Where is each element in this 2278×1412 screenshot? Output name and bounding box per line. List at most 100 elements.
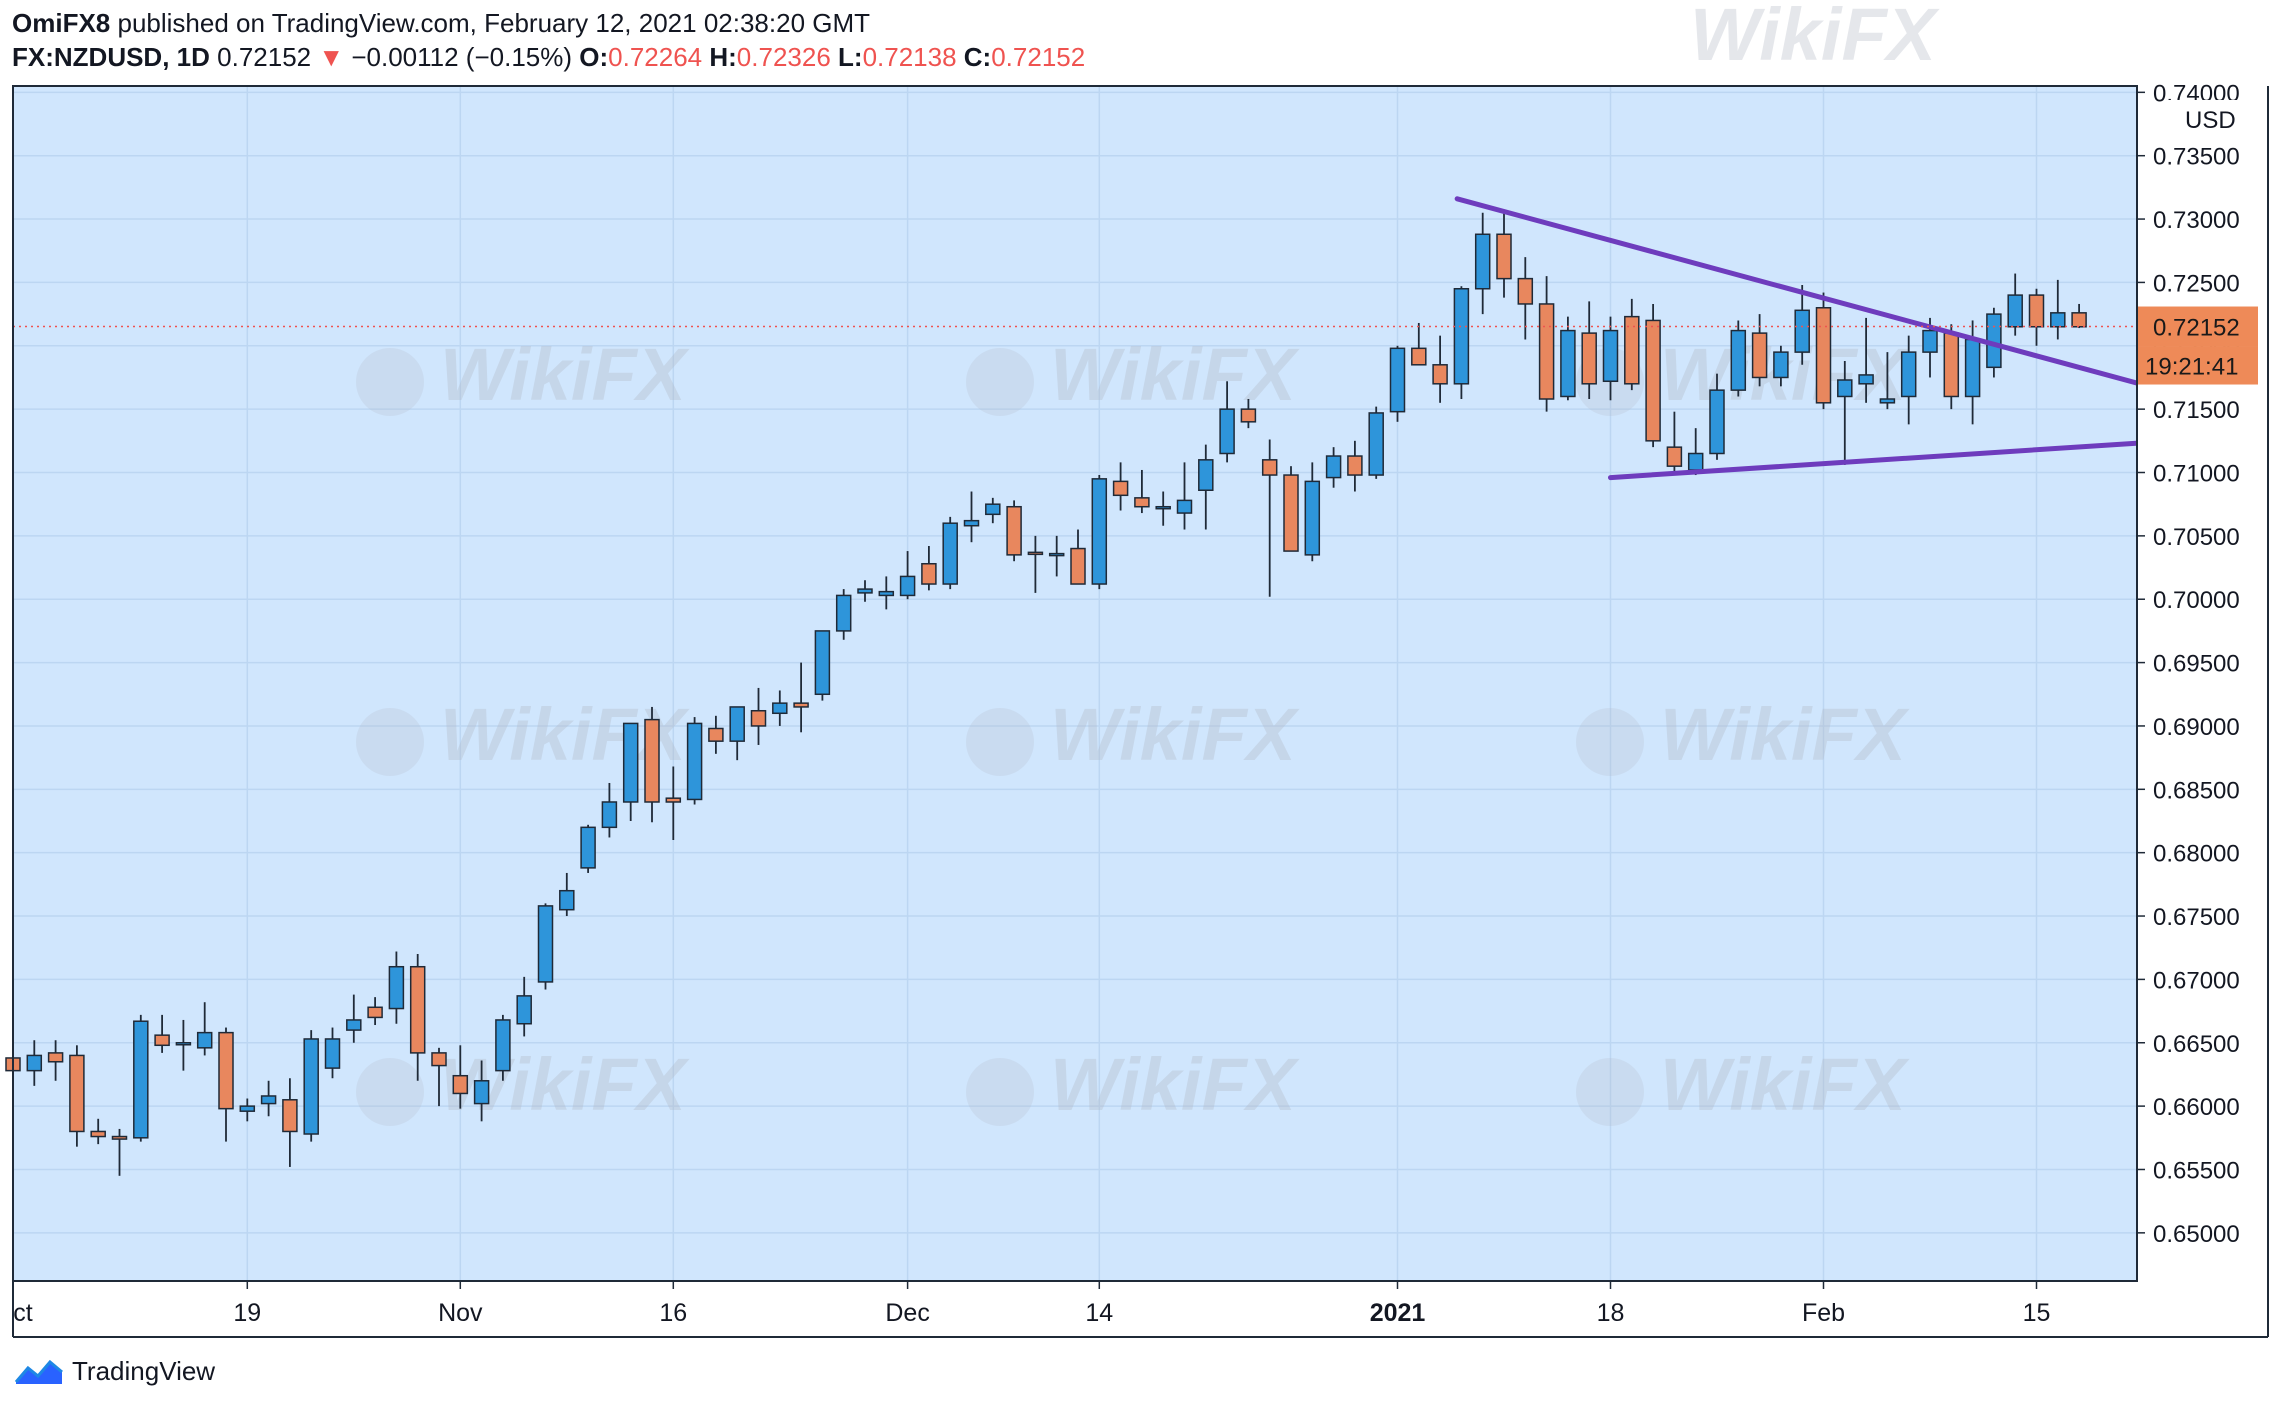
candle-up — [1368, 406, 1384, 479]
candle-body — [1411, 347, 1427, 366]
candle-down — [665, 766, 682, 841]
wikifx-logo-icon — [1576, 708, 1644, 776]
candle-body — [1879, 398, 1896, 404]
tradingview-logo-icon[interactable] — [14, 1358, 64, 1386]
x-tick-label: 15 — [2023, 1299, 2051, 1327]
candle-body — [367, 1006, 383, 1019]
candle-up — [1964, 320, 1981, 425]
candle-body — [1602, 329, 1619, 383]
candle-body — [772, 702, 788, 715]
candle-down — [644, 706, 660, 823]
candle-up — [1900, 335, 1917, 425]
y-tick-label: 0.67000 — [2153, 967, 2240, 994]
watermark: WikiFX — [356, 333, 691, 416]
candle-up — [622, 722, 639, 821]
footer: TradingView — [14, 1356, 215, 1387]
watermark: WikiFX — [1576, 693, 1911, 776]
symbol-interval[interactable]: FX:NZDUSD, 1D — [12, 42, 210, 72]
candle-body — [1709, 389, 1725, 455]
candle-body — [388, 965, 405, 1010]
candle-up — [537, 903, 554, 990]
candle-up — [133, 1014, 149, 1142]
y-tick-label: 0.65000 — [2153, 1221, 2240, 1248]
candle-up — [1453, 286, 1470, 400]
y-tick-label: 0.65500 — [2153, 1157, 2240, 1184]
watermark-text: WikiFX — [1660, 693, 1911, 776]
candle-body — [1027, 551, 1044, 556]
candle-up — [388, 951, 405, 1024]
candle-body — [921, 562, 937, 585]
price-axis[interactable]: 0.740000.735000.730000.725000.720000.715… — [12, 80, 2269, 1338]
wikifx-logo-icon — [966, 708, 1034, 776]
candle-up — [857, 580, 873, 602]
footer-brand[interactable]: TradingView — [72, 1356, 216, 1386]
candle-body — [1900, 351, 1917, 398]
candle-body — [857, 588, 873, 594]
candle-body — [1964, 338, 1981, 398]
candle-body — [1453, 288, 1470, 385]
last-price-label: 0.72152 — [2153, 315, 2240, 342]
candle-body — [133, 1020, 149, 1139]
candle-body — [1048, 552, 1065, 557]
candle-up — [324, 1027, 341, 1079]
low-label: L: — [838, 42, 863, 72]
candle-up — [1091, 475, 1108, 590]
candle-up — [2007, 273, 2023, 336]
watermark-text: WikiFX — [1050, 333, 1301, 416]
candle-body — [622, 722, 639, 803]
candle-down — [1411, 322, 1427, 366]
chart-header-line-1: OmiFX8 published on TradingView.com, Feb… — [12, 8, 870, 39]
candle-up — [1730, 320, 1747, 397]
candle-body — [1261, 459, 1278, 476]
candle-down — [750, 687, 767, 745]
candle-body — [1198, 459, 1214, 491]
candle-up — [239, 1098, 256, 1122]
x-tick-label: Nov — [438, 1299, 483, 1327]
candle-body — [708, 727, 724, 742]
candle-up — [26, 1040, 43, 1086]
candle-body — [942, 522, 958, 585]
candle-up — [1560, 316, 1576, 401]
candle-body — [1730, 329, 1747, 391]
watermark-text: WikiFX — [1050, 693, 1301, 776]
candle-up — [1176, 462, 1193, 530]
candle-body — [69, 1054, 85, 1133]
candle-body — [175, 1042, 192, 1046]
last-price-tag — [2138, 306, 2258, 347]
candle-down — [409, 954, 426, 1081]
time-axis[interactable]: ct 19 Nov 16 Dec 14 2021 18 Feb 15 — [13, 1281, 2050, 1327]
trendline[interactable] — [1608, 439, 2157, 481]
watermark-text: WikiFX — [1690, 0, 1941, 76]
candle-up — [1837, 360, 1853, 465]
candle-body — [47, 1052, 64, 1063]
trendline[interactable] — [1454, 196, 2157, 391]
y-tick-label: 0.72500 — [2153, 270, 2240, 297]
author-name[interactable]: OmiFX8 — [12, 8, 111, 38]
candle-body — [729, 706, 745, 742]
currency-badge[interactable] — [2167, 100, 2257, 138]
close-value: 0.72152 — [991, 42, 1086, 72]
candle-body — [218, 1031, 234, 1110]
open-value: 0.72264 — [608, 42, 703, 72]
chart-header-line-2: FX:NZDUSD, 1D 0.72152 ▼ −0.00112 (−0.15%… — [12, 42, 1085, 73]
candle-body — [559, 889, 575, 911]
candle-up — [1879, 352, 1896, 410]
trendlines[interactable] — [1454, 196, 2157, 481]
candle-down — [1283, 466, 1299, 552]
watermark-text: WikiFX — [1660, 1043, 1911, 1126]
price-axis-bg — [2138, 86, 2269, 1337]
candle-body — [409, 965, 426, 1054]
candle-body — [963, 519, 980, 527]
candle-body — [580, 826, 596, 869]
candle-down — [1815, 292, 1832, 410]
candle-down — [1006, 500, 1022, 562]
y-tick-label: 0.73000 — [2153, 207, 2240, 234]
y-tick-label: 0.66500 — [2153, 1031, 2240, 1058]
candle-body — [1922, 329, 1938, 353]
candle-up — [985, 497, 1001, 524]
x-tick-label: Dec — [885, 1299, 929, 1327]
candle-up — [1709, 373, 1725, 460]
countdown-tag — [2138, 346, 2258, 385]
wikifx-logo-icon — [356, 1058, 424, 1126]
